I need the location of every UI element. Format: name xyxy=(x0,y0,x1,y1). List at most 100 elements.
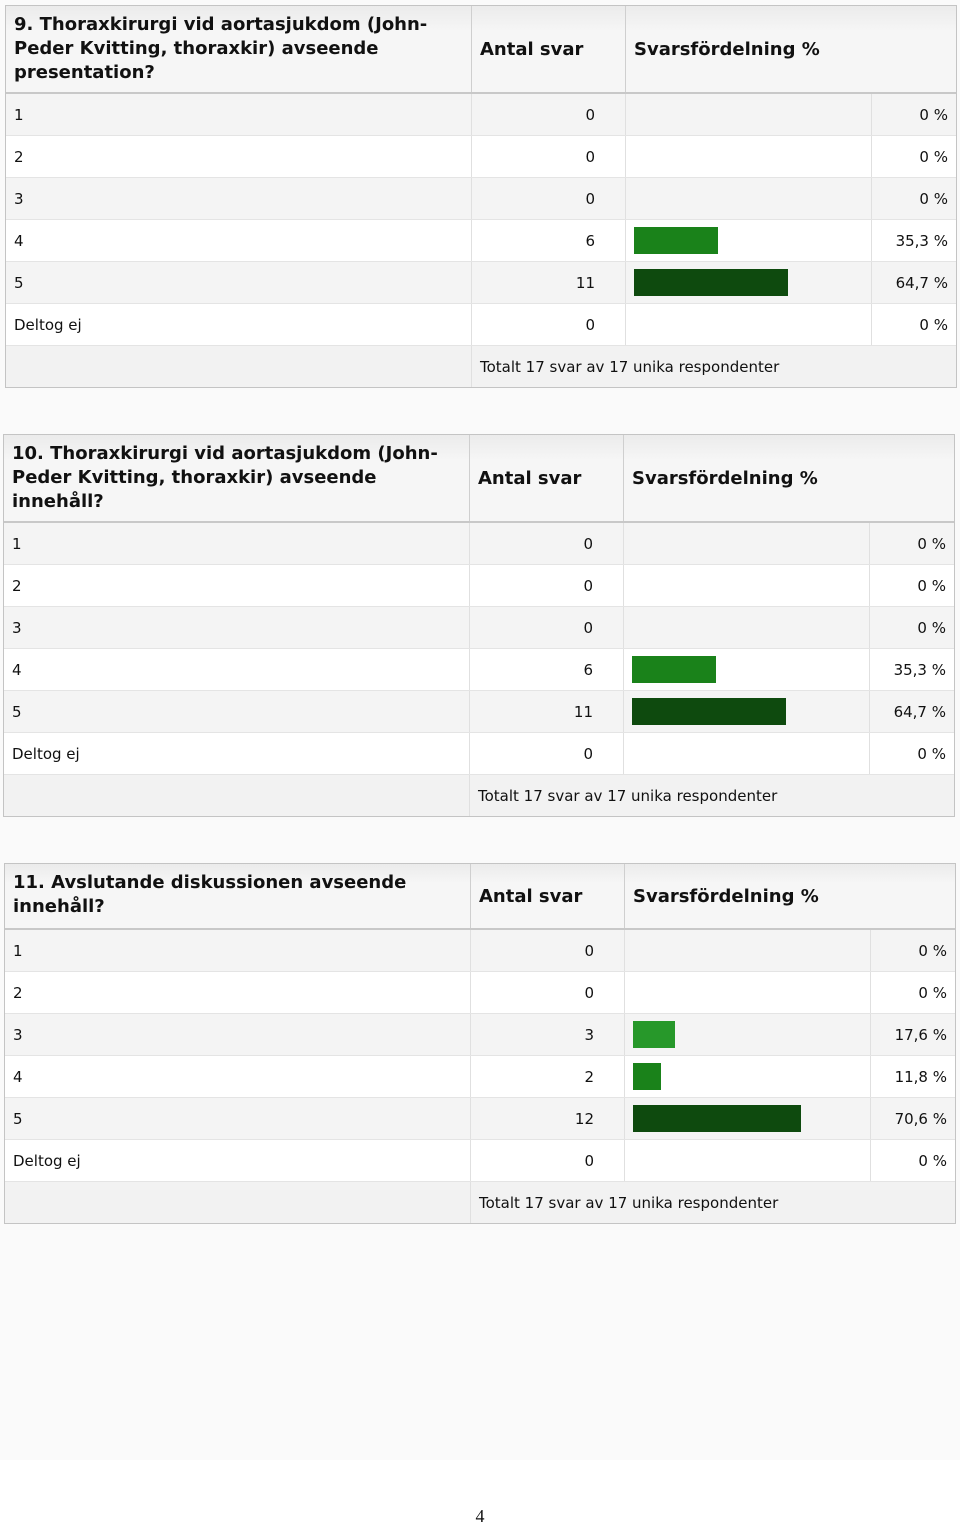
answer-count: 11 xyxy=(470,691,624,732)
distribution-bar xyxy=(633,1105,801,1132)
bar-cell xyxy=(624,649,870,690)
answer-count: 0 xyxy=(470,523,624,564)
answer-percent: 0 % xyxy=(917,576,946,595)
answer-label: 3 xyxy=(5,1014,471,1055)
table-row: 4 6 35,3 % xyxy=(4,649,954,691)
answer-label: 4 xyxy=(6,220,472,261)
column-header-distribution: Svarsfördelning % xyxy=(634,38,820,60)
answer-label: 5 xyxy=(6,262,472,303)
survey-table-q11: 11. Avslutande diskussionen avseende inn… xyxy=(4,863,956,1224)
total-row: Totalt 17 svar av 17 unika respondenter xyxy=(4,775,954,816)
table-row: 5 11 64,7 % xyxy=(6,262,956,304)
total-row: Totalt 17 svar av 17 unika respondenter xyxy=(5,1182,955,1223)
answer-count: 11 xyxy=(472,262,626,303)
bar-cell xyxy=(626,178,872,219)
table-row: 2 0 0 % xyxy=(5,972,955,1014)
answer-count: 0 xyxy=(472,94,626,135)
answer-label: 1 xyxy=(6,94,472,135)
answer-percent: 17,6 % xyxy=(894,1025,947,1044)
column-header-count: Antal svar xyxy=(471,864,625,928)
table-row: 3 3 17,6 % xyxy=(5,1014,955,1056)
bar-cell xyxy=(626,304,872,345)
table-row: 1 0 0 % xyxy=(4,523,954,565)
answer-count: 0 xyxy=(471,930,625,971)
column-header-distribution: Svarsfördelning % xyxy=(633,885,819,907)
survey-table-q10: 10. Thoraxkirurgi vid aortasjukdom (John… xyxy=(3,434,955,817)
question-title: 11. Avslutande diskussionen avseende inn… xyxy=(5,864,471,928)
bar-cell xyxy=(624,691,870,732)
bar-cell xyxy=(626,94,872,135)
table-header: 9. Thoraxkirurgi vid aortasjukdom (John-… xyxy=(6,6,956,94)
table-row: Deltog ej 0 0 % xyxy=(5,1140,955,1182)
answer-percent: 0 % xyxy=(919,147,948,166)
answer-percent: 64,7 % xyxy=(895,273,948,292)
answer-label: Deltog ej xyxy=(4,733,470,774)
answer-count: 0 xyxy=(471,1140,625,1181)
table-row: 2 0 0 % xyxy=(4,565,954,607)
total-spacer xyxy=(4,775,470,816)
table-header: 10. Thoraxkirurgi vid aortasjukdom (John… xyxy=(4,435,954,523)
bar-cell xyxy=(625,972,871,1013)
answer-label: Deltog ej xyxy=(5,1140,471,1181)
answer-percent: 0 % xyxy=(917,618,946,637)
table-row: 5 12 70,6 % xyxy=(5,1098,955,1140)
answer-count: 6 xyxy=(470,649,624,690)
answer-count: 2 xyxy=(471,1056,625,1097)
bar-cell xyxy=(625,1014,871,1055)
answer-percent: 0 % xyxy=(919,189,948,208)
answer-label: 3 xyxy=(6,178,472,219)
answer-label: 5 xyxy=(5,1098,471,1139)
answer-count: 0 xyxy=(472,136,626,177)
bar-cell xyxy=(624,523,870,564)
answer-count: 0 xyxy=(471,972,625,1013)
answer-percent: 0 % xyxy=(917,534,946,553)
bar-cell xyxy=(626,220,872,261)
total-spacer xyxy=(6,346,472,387)
total-row: Totalt 17 svar av 17 unika respondenter xyxy=(6,346,956,387)
answer-label: 5 xyxy=(4,691,470,732)
answer-label: 3 xyxy=(4,607,470,648)
column-header-count: Antal svar xyxy=(472,6,626,92)
bar-cell xyxy=(624,565,870,606)
answer-count: 0 xyxy=(472,178,626,219)
distribution-bar xyxy=(632,656,716,683)
answer-label: 4 xyxy=(5,1056,471,1097)
bar-cell xyxy=(625,1056,871,1097)
answer-percent: 64,7 % xyxy=(893,702,946,721)
answer-count: 3 xyxy=(471,1014,625,1055)
table-row: 5 11 64,7 % xyxy=(4,691,954,733)
bar-cell xyxy=(625,1098,871,1139)
question-title: 9. Thoraxkirurgi vid aortasjukdom (John-… xyxy=(6,6,472,92)
column-header-count: Antal svar xyxy=(470,435,624,521)
bar-cell xyxy=(624,607,870,648)
answer-label: 1 xyxy=(5,930,471,971)
answer-count: 0 xyxy=(470,733,624,774)
distribution-bar xyxy=(633,1063,661,1090)
bar-cell xyxy=(624,733,870,774)
distribution-bar xyxy=(634,227,718,254)
answer-label: 4 xyxy=(4,649,470,690)
answer-percent: 0 % xyxy=(917,744,946,763)
answer-count: 6 xyxy=(472,220,626,261)
table-row: 3 0 0 % xyxy=(6,178,956,220)
table-row: 3 0 0 % xyxy=(4,607,954,649)
survey-table-q9: 9. Thoraxkirurgi vid aortasjukdom (John-… xyxy=(5,5,957,388)
table-row: 1 0 0 % xyxy=(5,930,955,972)
answer-label: 2 xyxy=(6,136,472,177)
bar-cell xyxy=(625,1140,871,1181)
answer-percent: 0 % xyxy=(919,315,948,334)
table-row: Deltog ej 0 0 % xyxy=(6,304,956,346)
answer-count: 0 xyxy=(470,607,624,648)
answer-label: 1 xyxy=(4,523,470,564)
table-row: Deltog ej 0 0 % xyxy=(4,733,954,775)
table-header: 11. Avslutande diskussionen avseende inn… xyxy=(5,864,955,930)
table-row: 2 0 0 % xyxy=(6,136,956,178)
distribution-bar xyxy=(634,269,788,296)
table-row: 4 6 35,3 % xyxy=(6,220,956,262)
answer-percent: 0 % xyxy=(918,1151,947,1170)
answer-label: Deltog ej xyxy=(6,304,472,345)
answer-percent: 0 % xyxy=(919,105,948,124)
page-number: 4 xyxy=(475,1506,485,1526)
answer-percent: 0 % xyxy=(918,941,947,960)
answer-label: 2 xyxy=(5,972,471,1013)
